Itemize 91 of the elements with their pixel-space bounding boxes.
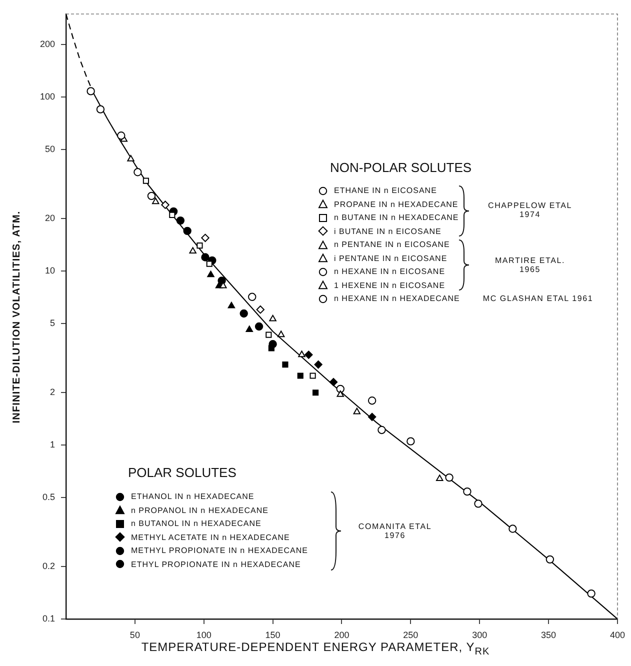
x-tick-label: 300	[472, 630, 488, 640]
point	[368, 396, 376, 405]
point	[256, 306, 264, 314]
legend-label: METHYL ACETATE IN n HEXADECANE	[131, 532, 290, 542]
point	[587, 589, 596, 598]
y-tick-label: 0.5	[42, 492, 55, 502]
legend-label: n BUTANOL IN n HEXADECANE	[131, 519, 262, 528]
point	[86, 87, 95, 96]
point	[277, 330, 285, 338]
annotation: POLAR SOLUTES	[128, 465, 236, 480]
point	[207, 270, 214, 278]
point	[228, 302, 236, 308]
point	[336, 390, 344, 397]
point	[142, 178, 150, 184]
legend-label: ETHYL PROPIONATE IN n HEXADECANE	[131, 560, 301, 569]
legend-label: n HEXANE IN n EICOSANE	[334, 267, 446, 276]
x-tick-label: 50	[130, 630, 140, 640]
point	[445, 473, 454, 482]
point	[147, 192, 156, 200]
point	[201, 234, 210, 242]
y-tick-label: 1	[50, 439, 55, 450]
point	[269, 314, 276, 322]
annotation: COMANITA ETAL 1976	[357, 522, 433, 540]
point	[201, 253, 210, 262]
point	[282, 362, 288, 368]
x-axis-title: TEMPERATURE-DEPENDENT ENERGY PARAMETER, Y$_{RK}$	[140, 640, 491, 658]
legend-label: i PENTANE IN n EICOSANE	[334, 254, 448, 263]
point	[169, 212, 176, 218]
point	[134, 168, 142, 176]
point	[240, 309, 248, 318]
point	[161, 200, 170, 209]
point	[117, 132, 126, 140]
point	[353, 408, 361, 414]
legend-label: n PENTANE IN n EICOSANE	[334, 240, 450, 250]
point	[314, 360, 322, 369]
y-tick-label: 100	[40, 92, 55, 102]
y-tick-label: 0.1	[42, 613, 55, 624]
x-tick-label: 100	[196, 630, 212, 640]
x-tick-label: 350	[541, 630, 556, 640]
legend-label: PROPANE IN n HEXADECANE	[334, 200, 458, 209]
point	[508, 524, 517, 533]
point	[152, 198, 160, 204]
legend-label: ETHANOL IN n HEXADECANE	[131, 492, 254, 502]
annotation: NON-POLAR SOLUTES	[330, 160, 472, 175]
point	[183, 226, 192, 236]
y-tick-label: 10	[44, 265, 55, 276]
legend-label: 1 HEXENE IN n EICOSANE	[334, 280, 446, 290]
point	[474, 500, 482, 508]
point	[206, 260, 212, 267]
point	[304, 350, 313, 359]
legend-label: METHYL PROPIONATE IN n HEXADECANE	[131, 546, 308, 556]
point	[310, 372, 316, 379]
point	[127, 154, 134, 162]
point	[248, 292, 256, 301]
point	[266, 332, 272, 338]
annotation: MARTIRE ETAL. 1965	[494, 256, 566, 274]
legend-label: n PROPANOL IN n HEXADECANE	[131, 506, 268, 515]
point	[436, 474, 444, 482]
y-tick-label: 20	[44, 213, 55, 224]
y-tick-label: 200	[40, 39, 55, 50]
point	[268, 345, 274, 352]
point	[378, 426, 386, 434]
point	[546, 555, 554, 564]
point	[406, 437, 415, 446]
y-axis-title: INFINITE-DILUTION VOLATILITIES, ATM.	[12, 210, 22, 423]
point	[312, 390, 319, 396]
point	[196, 242, 203, 249]
legend-label: n BUTANE IN n HEXADECANE	[334, 213, 459, 222]
point	[246, 326, 253, 332]
x-tick-label: 400	[610, 630, 626, 640]
x-tick-label: 250	[403, 630, 418, 640]
legend-label: i BUTANE IN n EICOSANE	[334, 226, 442, 236]
y-tick-label: 0.2	[42, 561, 55, 572]
annotation: MC GLASHAN ETAL 1961	[482, 294, 594, 303]
annotation: CHAPPELOW ETAL 1974	[487, 201, 573, 219]
y-tick-label: 5	[50, 318, 55, 328]
point	[463, 487, 472, 496]
point	[298, 350, 306, 358]
y-tick-label: 2	[50, 387, 55, 398]
point	[189, 247, 196, 254]
point	[329, 378, 338, 386]
x-tick-label: 200	[334, 630, 350, 640]
point	[297, 372, 304, 379]
point	[176, 216, 185, 225]
legend-label: n HEXANE IN n HEXADECANE	[334, 294, 460, 304]
x-tick-label: 150	[265, 630, 280, 640]
y-tick-label: 50	[44, 144, 55, 154]
point	[96, 105, 105, 114]
point	[254, 322, 264, 331]
point	[368, 412, 376, 422]
legend-label: ETHANE IN n EICOSANE	[334, 186, 437, 196]
